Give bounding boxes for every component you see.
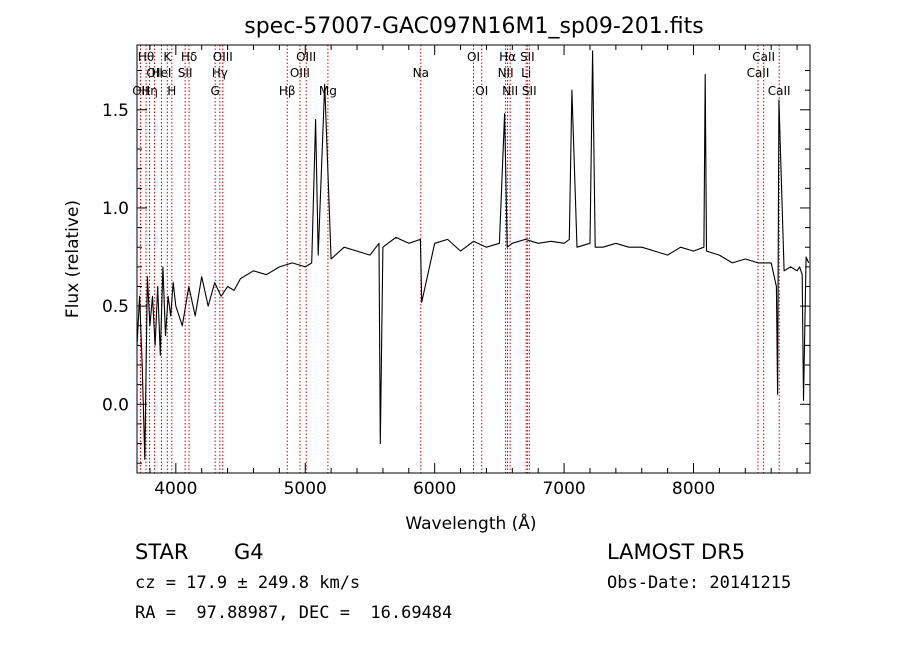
line-marker-label: OIII [296, 50, 316, 64]
line-marker-label: OI [467, 50, 480, 64]
y-tick-label: 1.5 [102, 101, 129, 121]
plot-frame [136, 44, 811, 474]
line-marker-label: G [211, 84, 220, 98]
line-marker-label: SII [520, 50, 535, 64]
line-marker-label: OII [132, 84, 149, 98]
y-axis: 0.0 0.5 1.0 1.5 [102, 70, 810, 464]
line-marker-label: Hθ [138, 50, 154, 64]
line-marker-label: OII [146, 66, 163, 80]
line-marker-label: CaII [747, 66, 770, 80]
y-tick-label: 0.5 [102, 297, 129, 317]
line-marker-label: NII [498, 66, 514, 80]
x-tick-label: 4000 [154, 479, 197, 499]
x-tick-label: 5000 [284, 479, 327, 499]
y-axis-label: Flux (relative) [63, 200, 83, 318]
x-tick-label: 6000 [413, 479, 456, 499]
line-marker-label: Na [413, 66, 429, 80]
x-axis: 4000 5000 6000 7000 8000 [149, 45, 798, 499]
spectral-line-markers: OIIHθHηOIIHeIKHSIIHδGHγOIIIHβOIIIOIIIMgN… [132, 45, 791, 473]
line-marker-label: Mg [319, 84, 337, 98]
line-marker-label: H [167, 84, 176, 98]
object-subclass: G4 [234, 540, 264, 564]
y-tick-label: 0.0 [102, 395, 129, 415]
line-marker-label: K [163, 50, 172, 64]
line-marker-label: Li [521, 66, 531, 80]
line-marker-label: HeI [151, 66, 171, 80]
survey-name: LAMOST DR5 [607, 540, 746, 564]
redshift-velocity: cz = 17.9 ± 249.8 km/s [135, 573, 361, 593]
line-marker-label: CaII [752, 50, 775, 64]
line-marker-label: OIII [290, 66, 310, 80]
line-marker-label: CaII [768, 84, 791, 98]
line-marker-label: OI [475, 84, 488, 98]
observation-date: Obs-Date: 20141215 [607, 573, 792, 593]
line-marker-label: Hα [499, 50, 516, 64]
line-marker-label: Hδ [181, 50, 197, 64]
line-marker-label: Hη [141, 84, 158, 98]
line-marker-label: NII [502, 84, 518, 98]
line-marker-label: Hβ [279, 84, 296, 98]
line-marker-label: SII [178, 66, 193, 80]
spectrum-line [136, 50, 810, 460]
object-class: STAR [135, 540, 189, 564]
x-tick-label: 7000 [542, 479, 585, 499]
x-tick-label: 8000 [672, 479, 715, 499]
x-axis-label: Wavelength (Å) [405, 512, 536, 534]
chart-title: spec-57007-GAC097N16M1_sp09-201.fits [244, 14, 704, 39]
line-marker-label: Hγ [212, 66, 228, 80]
y-tick-label: 1.0 [102, 199, 129, 219]
line-marker-label: OIII [213, 50, 233, 64]
ra-dec-coordinates: RA = 97.88987, DEC = 16.69484 [135, 603, 453, 623]
line-marker-label: SII [522, 84, 537, 98]
